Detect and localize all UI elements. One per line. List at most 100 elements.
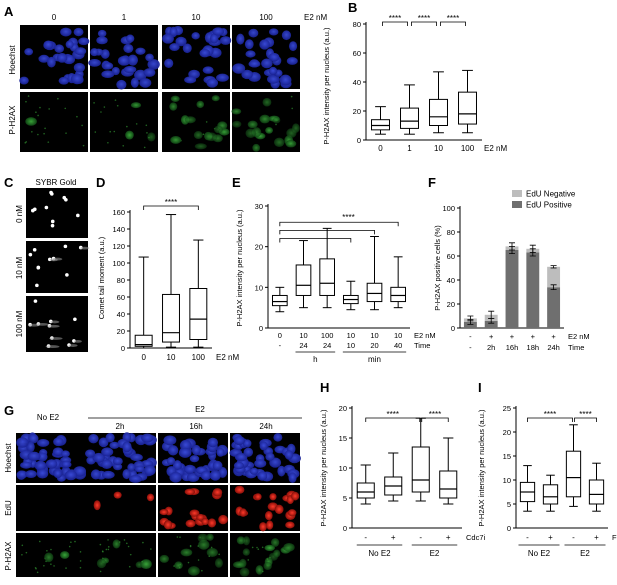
y-axis-label: P-H2AX positive cells (%) — [433, 225, 442, 311]
foci-dot — [27, 95, 30, 97]
foci-nucleus — [247, 120, 258, 129]
nucleus — [169, 472, 182, 483]
panel-c: C SYBR Gold 0 nM 10 nM 100 nM — [4, 175, 90, 352]
y-tick-label: 0 — [121, 344, 125, 353]
box-iqr — [162, 293, 180, 343]
nucleus — [261, 58, 273, 69]
micrograph-tile — [85, 432, 157, 483]
nucleus — [257, 471, 268, 481]
chart-panels: 0 20 40 60 80 P-H2AX intensity per nucleus (a… — [96, 0, 617, 558]
micrograph-tile — [230, 533, 300, 577]
y-tick-label: 60 — [353, 49, 361, 58]
comet-head — [35, 283, 39, 288]
nucleus — [166, 457, 176, 465]
edu-nucleus — [201, 517, 209, 526]
y-tick-label: 5 — [343, 494, 347, 503]
nucleus — [56, 53, 68, 63]
nucleus — [216, 447, 225, 457]
y-tick-label: 80 — [353, 20, 361, 29]
foci-nucleus — [286, 128, 297, 138]
time-label: 24h — [259, 422, 272, 431]
edu-nucleus — [259, 522, 267, 532]
foci-dot — [261, 570, 264, 573]
row-label-hoechst: Hoechst — [8, 45, 17, 75]
foci-nucleus — [283, 542, 295, 552]
foci-dot — [35, 567, 37, 570]
y-axis-label: P-H2AX intensity per nucleus (a.u.) — [322, 27, 331, 145]
comet-head — [32, 247, 37, 252]
nucleus — [36, 468, 49, 479]
y-axis-label: P-H2AX intensity per nucleus (a.u.) — [477, 409, 486, 527]
foci-dot — [122, 144, 125, 147]
foci-dot — [142, 541, 144, 544]
nucleus — [245, 50, 256, 58]
foci-dot — [25, 141, 28, 143]
y-tick-label: 20 — [255, 243, 263, 252]
foci-dot — [269, 556, 271, 559]
micrograph-grid-a — [19, 25, 300, 152]
micrograph-background — [90, 92, 158, 152]
nucleus — [109, 441, 120, 449]
nucleus — [90, 469, 101, 480]
x-tick-label: 100 — [321, 331, 334, 340]
bar-stack-1 — [484, 310, 498, 328]
micrograph-tile — [158, 433, 228, 483]
panel-letter: F — [428, 175, 436, 190]
edu-nucleus — [113, 491, 122, 499]
bar-edu-negative — [547, 266, 561, 288]
sig-stars: **** — [342, 213, 354, 222]
x-tick-label: 10 — [394, 331, 402, 340]
foci-dot — [48, 108, 50, 110]
nucleus — [277, 465, 286, 477]
y-tick-label: 0 — [343, 524, 347, 533]
edu-nucleus — [274, 504, 284, 515]
nucleus — [141, 433, 154, 443]
foci-nucleus — [169, 102, 178, 111]
foci-nucleus — [170, 95, 180, 102]
nucleus — [25, 470, 37, 478]
nucleus — [53, 437, 64, 447]
error-bar — [550, 265, 557, 269]
y-tick-label: 15 — [339, 434, 347, 443]
foci-dot — [126, 542, 128, 545]
nucleus — [105, 432, 115, 443]
x-tick-label: 10 — [299, 331, 307, 340]
foci-dot — [36, 571, 39, 574]
box-iqr — [439, 470, 458, 499]
foci-dot — [37, 114, 39, 117]
micrograph-tile — [162, 25, 232, 89]
sig-bracket — [527, 417, 573, 422]
y-tick-label: 80 — [447, 228, 455, 237]
sig-bracket — [365, 417, 421, 422]
y-tick-label: 0 — [507, 524, 511, 533]
box-3 — [458, 69, 477, 134]
box-iqr — [371, 119, 390, 131]
y-tick-label: 40 — [447, 276, 455, 285]
edu-nucleus — [239, 508, 247, 517]
comet-head — [33, 299, 38, 303]
comet-tail — [49, 337, 63, 340]
x-tick-label: 18h — [527, 343, 540, 352]
micrograph-tile — [162, 92, 230, 152]
micrograph-tile — [16, 485, 86, 531]
comet-head — [73, 317, 77, 322]
nucleus — [70, 73, 84, 85]
chart-I: 0 5 10 15 20 25 P-H2AX intensity per nucleus (… — [477, 380, 617, 558]
x-tick-label: 40 — [394, 341, 402, 350]
nucleus — [167, 445, 179, 456]
foci-dot — [65, 132, 67, 134]
box-0 — [356, 464, 375, 505]
x-tick-label: 24 — [323, 341, 331, 350]
foci-dot — [141, 560, 143, 563]
x-tick-label: - — [364, 533, 367, 542]
nucleus — [60, 27, 72, 37]
foci-dot — [123, 539, 126, 541]
panel-g: G No E2 E2 2h 16h 24h Hoechst EdU P-H2AX — [4, 403, 302, 577]
y-tick-label: 120 — [112, 242, 125, 251]
edu-nucleus — [285, 521, 295, 529]
nucleus — [265, 452, 275, 461]
micrograph-grid-g — [16, 432, 301, 577]
nucleus — [219, 36, 232, 45]
foci-nucleus — [198, 539, 210, 550]
